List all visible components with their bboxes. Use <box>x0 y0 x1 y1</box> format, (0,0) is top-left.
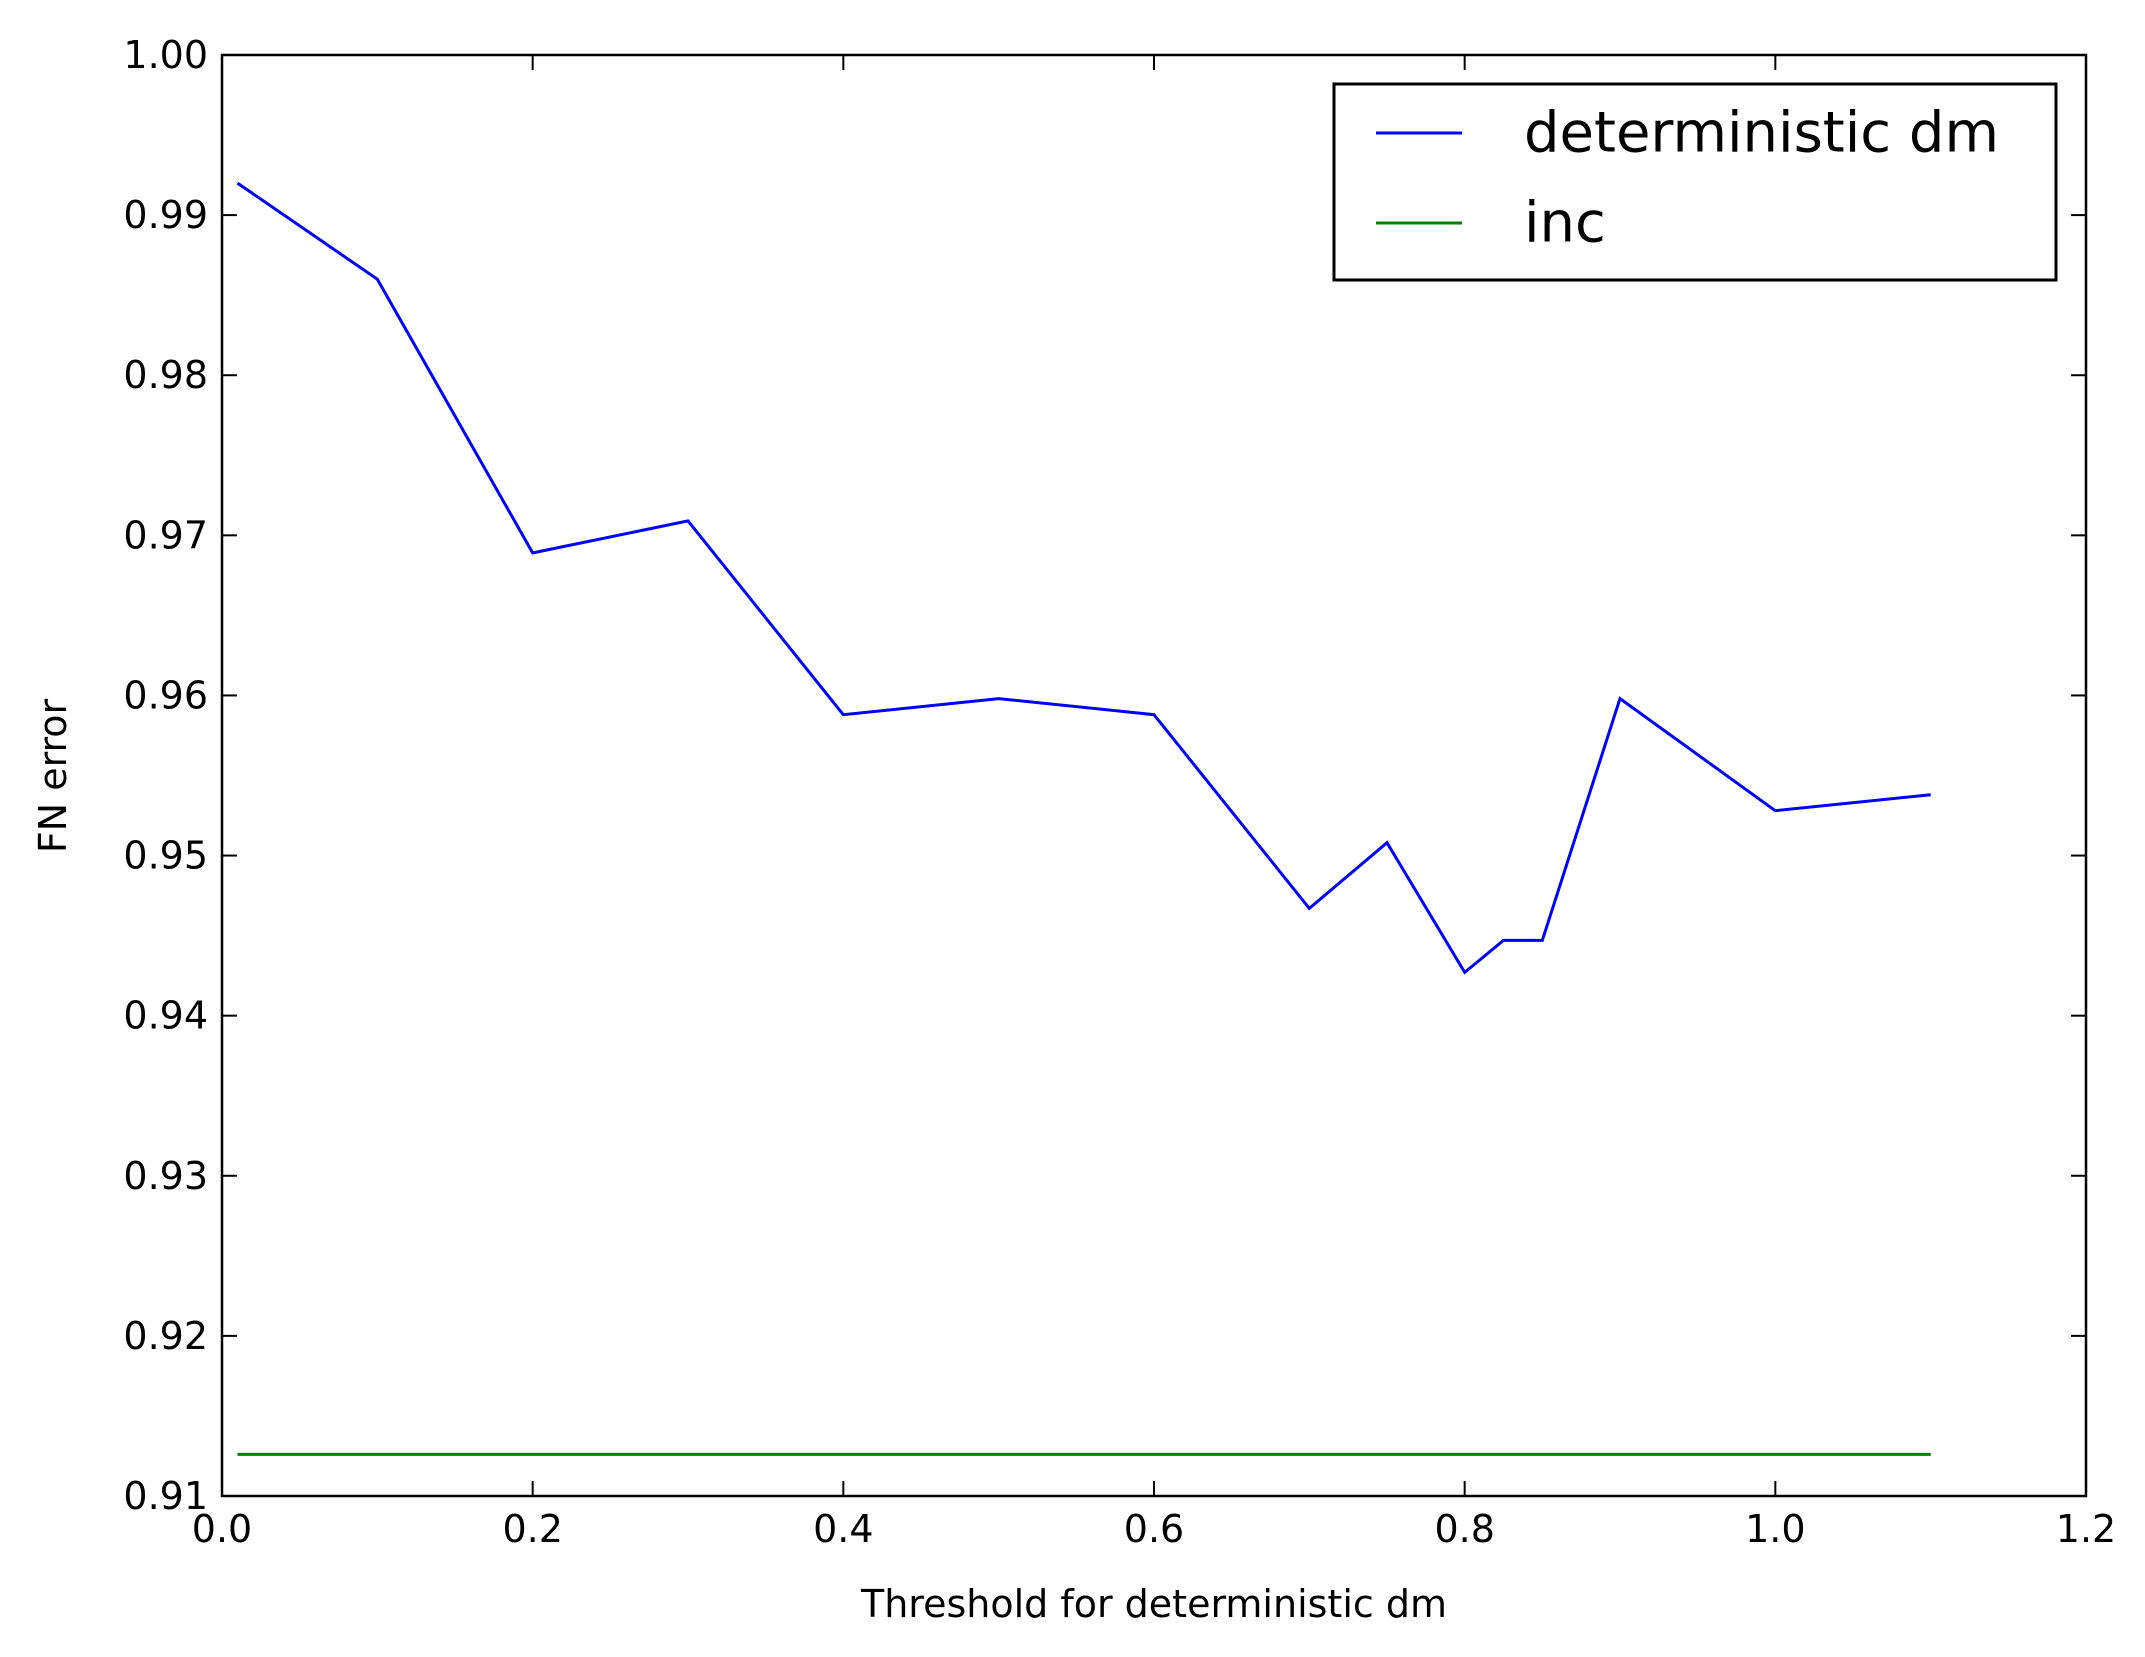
y-tick-label: 0.92 <box>123 1314 208 1358</box>
y-axis-title: FN error <box>31 698 75 853</box>
x-tick-label: 0.4 <box>813 1507 873 1551</box>
y-axis-ticks: 0.91 0.92 0.93 0.94 0.95 0.96 0.97 0.98 0.99 1.00 <box>123 33 2086 1518</box>
plot-frame <box>220 53 2088 1498</box>
y-tick-label: 0.99 <box>123 193 208 237</box>
y-tick-label: 0.93 <box>123 1154 208 1198</box>
legend-box <box>1332 82 2058 282</box>
x-axis-title: Threshold for deterministic dm <box>860 1582 1447 1626</box>
legend-label: deterministic dm <box>1524 101 1999 166</box>
y-tick-label: 0.94 <box>123 994 208 1038</box>
x-tick-label: 0.8 <box>1434 1507 1494 1551</box>
y-tick-label: 0.91 <box>123 1474 208 1518</box>
x-tick-label: 0.2 <box>502 1507 562 1551</box>
y-tick-label: 0.96 <box>123 673 208 717</box>
x-axis-ticks: 0.0 0.2 0.4 0.6 0.8 1.0 1.2 <box>192 55 2116 1551</box>
x-tick-label: 0.6 <box>1124 1507 1184 1551</box>
series-line-deterministic-dm <box>236 181 1931 975</box>
series-layer <box>236 181 1931 1456</box>
y-tick-label: 0.98 <box>123 353 208 397</box>
legend: deterministic dm inc <box>1332 82 2058 282</box>
x-tick-label: 1.0 <box>1745 1507 1805 1551</box>
x-tick-label: 1.2 <box>2056 1507 2116 1551</box>
y-tick-label: 0.97 <box>123 513 208 557</box>
legend-label: inc <box>1524 191 1606 256</box>
y-tick-label: 1.00 <box>123 33 208 77</box>
y-tick-label: 0.95 <box>123 834 208 878</box>
x-tick-label: 0.0 <box>192 1507 252 1551</box>
